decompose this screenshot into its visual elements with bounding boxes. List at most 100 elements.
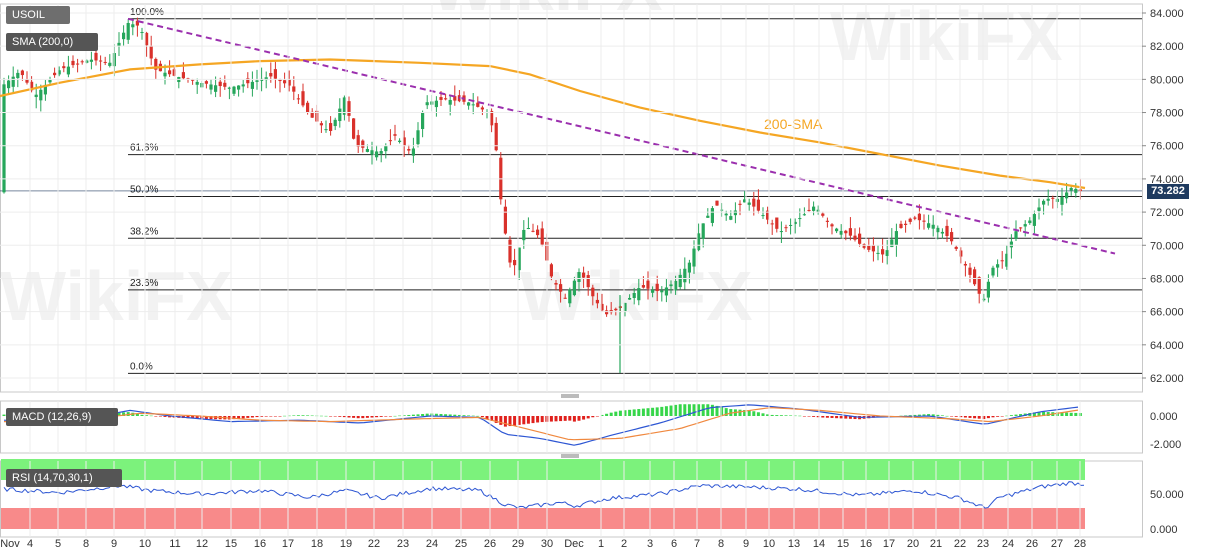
x-tick-label: 15 [837, 538, 849, 550]
candle-body [628, 297, 632, 300]
x-tick-label: 9 [111, 538, 117, 550]
candle-body [1042, 200, 1046, 205]
candle-body [76, 63, 80, 65]
candle-body [43, 84, 47, 95]
price-tick-label: 72.000 [1150, 207, 1184, 219]
wikifx-watermark: WikiFXWikiFXWikiFXWikiFX [0, 0, 1063, 335]
candle-body [858, 233, 862, 244]
candle-body [347, 101, 351, 116]
price-tick-label: 76.000 [1150, 141, 1184, 153]
price-tick-label: 82.000 [1150, 41, 1184, 53]
candle-body [637, 288, 641, 301]
macd-histogram-bar [816, 416, 820, 418]
macd-histogram-bar [683, 404, 687, 416]
symbol-label[interactable]: USOIL [6, 6, 70, 24]
candle-body [881, 249, 885, 255]
candle-body [936, 227, 940, 233]
macd-histogram-bar [605, 413, 609, 416]
candle-body [614, 308, 618, 311]
candle-body [641, 285, 645, 288]
price-tick-label: 68.000 [1150, 273, 1184, 285]
candle-body [963, 263, 967, 266]
candle-body [255, 80, 259, 82]
watermark-text: WikiFX [830, 0, 1063, 75]
candle-body [324, 129, 328, 131]
candle-body [563, 297, 567, 299]
x-tick-label: 10 [139, 538, 151, 550]
candle-body [931, 224, 935, 229]
candle-body [687, 262, 691, 273]
candle-body [508, 239, 512, 263]
candle-body [706, 215, 710, 218]
candle-body [1074, 188, 1078, 193]
macd-histogram-bar [743, 410, 747, 416]
x-tick-label: 20 [907, 538, 919, 550]
candle-body [1060, 196, 1064, 205]
macd-histogram-bar [168, 416, 172, 418]
macd-histogram-bar [821, 416, 825, 418]
x-tick-label: 5 [55, 538, 61, 550]
macd-histogram-bar [568, 416, 572, 421]
macd-histogram-bar [462, 415, 466, 416]
macd-histogram-bar [628, 409, 632, 416]
macd-histogram-bar [798, 415, 802, 417]
candle-body [145, 32, 149, 46]
candle-body [945, 225, 949, 236]
x-tick-label: 23 [977, 538, 989, 550]
rsi-indicator-label[interactable]: RSI (14,70,30,1) [6, 469, 122, 487]
macd-histogram-bar [940, 415, 944, 416]
sma-indicator-label[interactable]: SMA (200,0) [6, 33, 98, 51]
candle-body [752, 198, 756, 207]
macd-histogram-bar [614, 411, 618, 416]
macd-histogram-bar [963, 416, 967, 418]
candle-body [844, 230, 848, 234]
price-tick-label: 78.000 [1150, 108, 1184, 120]
macd-histogram-bar [264, 416, 268, 417]
macd-histogram-bar [577, 416, 581, 421]
macd-histogram-bar [931, 414, 935, 416]
candle-body [1046, 198, 1050, 201]
macd-histogram-bar [996, 416, 1000, 417]
macd-histogram-bar [448, 414, 452, 416]
macd-histogram-bar [476, 415, 480, 417]
macd-histogram-bar [655, 407, 659, 416]
candle-body [227, 87, 231, 89]
macd-histogram-bar [641, 408, 645, 416]
candle-body [775, 217, 779, 229]
x-tick-label: 23 [397, 538, 409, 550]
macd-histogram-bar [140, 414, 144, 416]
macd-histogram-bar [485, 416, 489, 419]
candle-body [982, 298, 986, 301]
macd-histogram-bar [1032, 412, 1036, 416]
macd-histogram-bar [839, 416, 843, 419]
macd-histogram-bar [480, 416, 484, 418]
macd-histogram-bar [1042, 411, 1046, 416]
candle-body [66, 66, 70, 75]
macd-indicator-label[interactable]: MACD (12,26,9) [6, 408, 118, 426]
candle-body [940, 231, 944, 234]
macd-histogram-bar [761, 413, 765, 416]
macd-histogram-bar [747, 410, 751, 416]
macd-histogram-bar [421, 414, 425, 416]
candle-body [582, 272, 586, 278]
candle-body [784, 227, 788, 229]
candle-body [968, 267, 972, 275]
candle-body [802, 214, 806, 216]
macd-histogram-bar [646, 408, 650, 416]
macd-histogram-bar [692, 404, 696, 416]
macd-histogram-bar [835, 416, 839, 419]
macd-histogram-bar [660, 406, 664, 416]
candle-body [724, 213, 728, 216]
candle-body [595, 299, 599, 304]
macd-tick-label: -2.000 [1150, 439, 1181, 451]
candle-body [554, 282, 558, 285]
candle-body [333, 119, 337, 127]
candle-body [591, 287, 595, 297]
macd-histogram-bar [973, 416, 977, 419]
macd-histogram-bar [361, 416, 365, 419]
macd-panel [0, 400, 1143, 454]
x-tick-label: 8 [718, 538, 724, 550]
macd-histogram-bar [779, 415, 783, 416]
candle-body [365, 149, 369, 152]
candle-body [522, 229, 526, 241]
